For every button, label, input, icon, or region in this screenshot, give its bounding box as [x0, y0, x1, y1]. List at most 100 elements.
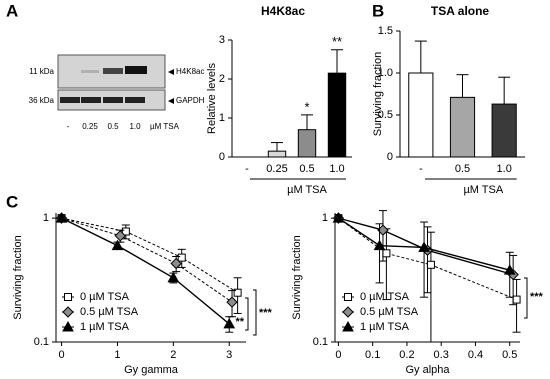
lane-label: - [67, 122, 70, 131]
bar [491, 103, 517, 158]
series-line [338, 217, 517, 301]
marker [223, 317, 236, 329]
chart-title: TSA alone [431, 4, 490, 18]
arrow [168, 98, 174, 104]
marker [342, 306, 354, 318]
x-tick-label: 0.4 [468, 349, 483, 361]
series-line [338, 217, 510, 271]
y-tick-label: 1.0 [378, 67, 393, 79]
series-line [61, 217, 230, 325]
bar [327, 72, 347, 158]
x-tick-label: 0.5 [502, 349, 517, 361]
x-tick-label: 0 [335, 349, 341, 361]
x-tick-label: 0.5 [455, 163, 470, 175]
blot-band: H4K8ac [176, 67, 204, 76]
annotation: ** [332, 34, 342, 49]
y-tick-label: 2 [219, 73, 225, 85]
x-tick-label: - [245, 163, 249, 175]
marker [512, 295, 521, 304]
sig-bracket [253, 289, 257, 336]
marker [177, 253, 186, 262]
y-tick-label: 0.5 [378, 109, 393, 121]
band [103, 97, 123, 103]
x-axis-label: Gy alpha [405, 364, 450, 376]
legend-label: 0.5 µM TSA [80, 306, 139, 318]
lane-label: 0.5 [107, 122, 119, 131]
marker [121, 227, 130, 236]
panel-label: B [372, 1, 384, 20]
bar [408, 72, 434, 158]
legend-label: 1 µM TSA [80, 321, 130, 333]
band [81, 97, 101, 103]
lane-label: 0.25 [82, 122, 98, 131]
marker [111, 239, 124, 251]
x-tick-label: 0.2 [399, 349, 414, 361]
marker [167, 271, 180, 283]
marker [55, 212, 68, 223]
marker [342, 320, 354, 332]
series-line [61, 217, 238, 294]
x-tick-label: 3 [226, 349, 232, 361]
marker [332, 212, 345, 223]
y-tick-label: 1 [43, 212, 49, 224]
y-axis-label: Surviving fraction [291, 235, 303, 319]
marker [62, 306, 74, 318]
sig-bracket [245, 297, 249, 331]
band [125, 66, 147, 74]
marker [344, 293, 352, 301]
x-axis-label: µM TSA [463, 184, 503, 196]
x-axis-label: µM TSA [287, 184, 327, 196]
y-tick-label: 0 [387, 151, 393, 163]
y-axis-label: Surviving fraction [12, 235, 24, 319]
marker [233, 288, 242, 297]
marker [226, 296, 238, 308]
x-tick-label: 0.1 [365, 349, 380, 361]
marker [114, 230, 126, 242]
x-axis-label: Gy gamma [124, 364, 179, 376]
marker [382, 249, 391, 258]
x-tick-label: 2 [170, 349, 176, 361]
marker [170, 257, 182, 270]
legend-label: 1 µM TSA [360, 321, 410, 333]
x-tick-label: 1.0 [497, 163, 512, 175]
y-tick-label: 1 [322, 212, 328, 224]
marker [503, 264, 516, 275]
marker [426, 260, 435, 269]
annotation: * [304, 99, 309, 114]
marker [62, 320, 74, 332]
sig-label: ** [235, 316, 244, 328]
band [125, 97, 145, 103]
y-tick-label: 0.1 [34, 336, 49, 348]
series-line [61, 217, 233, 303]
lane-label: 1.0 [129, 122, 141, 131]
sig-bracket [524, 277, 528, 319]
lane-unit: µM TSA [150, 122, 180, 131]
chart-title: H4K8ac [261, 4, 305, 18]
y-tick-label: 3 [219, 34, 225, 46]
x-tick-label: 1.0 [329, 163, 344, 175]
x-tick-label: - [419, 163, 423, 175]
x-tick-label: 0.5 [299, 163, 314, 175]
blot-size: 36 kDa [29, 96, 55, 105]
y-tick-label: 0.1 [313, 336, 328, 348]
bar [449, 96, 476, 158]
arrow [168, 69, 174, 75]
legend-label: 0.5 µM TSA [360, 306, 419, 318]
sig-label: *** [530, 291, 544, 303]
band [81, 70, 99, 73]
y-axis-label: Relative levels [206, 63, 218, 134]
band [60, 97, 80, 103]
marker [418, 241, 430, 252]
panel-label: C [6, 192, 18, 211]
blot-band: GAPDH [176, 96, 205, 105]
blot-size: 11 kDa [29, 67, 54, 76]
bar [297, 129, 317, 158]
bar [267, 150, 287, 158]
y-axis-label: Surviving fraction [372, 52, 384, 136]
band [103, 68, 123, 74]
marker [64, 293, 72, 301]
marker [373, 239, 386, 251]
legend-label: 0 µM TSA [360, 291, 410, 303]
